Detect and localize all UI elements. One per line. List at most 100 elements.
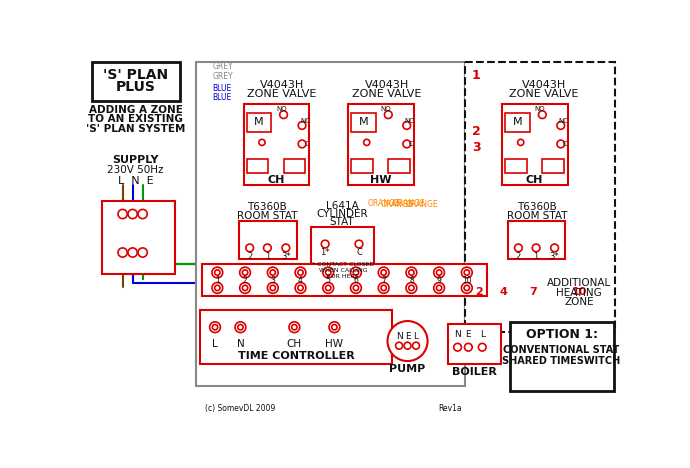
Bar <box>199 310 392 364</box>
Circle shape <box>355 240 363 248</box>
Text: T6360B: T6360B <box>517 202 557 212</box>
Text: ZONE VALVE: ZONE VALVE <box>352 89 422 99</box>
Circle shape <box>413 342 420 349</box>
Text: SUPPLY: SUPPLY <box>112 155 159 165</box>
Bar <box>284 159 305 173</box>
Circle shape <box>118 248 127 257</box>
Text: 2: 2 <box>243 276 248 285</box>
Bar <box>196 62 465 386</box>
Text: 2: 2 <box>516 252 521 261</box>
Text: BOILER: BOILER <box>452 367 497 377</box>
Circle shape <box>268 283 278 293</box>
Text: BLUE: BLUE <box>213 84 232 93</box>
Circle shape <box>538 111 546 118</box>
Circle shape <box>329 322 339 333</box>
Circle shape <box>434 267 444 278</box>
Bar <box>388 159 410 173</box>
Circle shape <box>268 267 278 278</box>
Text: ZONE: ZONE <box>564 297 594 307</box>
Text: E: E <box>405 332 411 341</box>
Circle shape <box>289 322 299 333</box>
Circle shape <box>406 283 417 293</box>
Text: ORANGE: ORANGE <box>393 199 425 208</box>
Text: BLUE: BLUE <box>213 93 232 102</box>
Text: 1: 1 <box>215 276 219 285</box>
Text: CH: CH <box>287 339 302 349</box>
Bar <box>246 113 271 132</box>
Bar <box>348 104 414 185</box>
Circle shape <box>462 267 472 278</box>
Circle shape <box>326 270 331 275</box>
Circle shape <box>557 122 564 129</box>
Text: V4043H: V4043H <box>364 80 409 90</box>
Text: 1: 1 <box>472 69 480 82</box>
Text: OPTION 1:: OPTION 1: <box>526 329 598 341</box>
Text: N: N <box>395 332 402 341</box>
Circle shape <box>298 270 303 275</box>
Text: TIME CONTROLLER: TIME CONTROLLER <box>237 351 354 361</box>
Circle shape <box>406 267 417 278</box>
Circle shape <box>270 270 275 275</box>
Text: L641A: L641A <box>326 201 358 211</box>
Circle shape <box>551 244 558 252</box>
Text: C: C <box>563 141 568 147</box>
Text: 1*: 1* <box>320 248 330 257</box>
Text: 1: 1 <box>265 252 270 261</box>
Text: 1: 1 <box>533 252 539 261</box>
Text: STAT: STAT <box>330 218 355 227</box>
Circle shape <box>395 342 402 349</box>
Text: PUMP: PUMP <box>389 364 426 374</box>
Circle shape <box>298 285 303 291</box>
Text: CH: CH <box>267 175 284 185</box>
Circle shape <box>403 122 411 129</box>
Text: GREY: GREY <box>213 72 233 80</box>
Text: ORANGE: ORANGE <box>368 199 401 208</box>
Text: 4: 4 <box>500 287 508 297</box>
Text: WHEN CALLING: WHEN CALLING <box>319 268 367 273</box>
Text: ORANGE: ORANGE <box>381 200 413 209</box>
Text: V4043H: V4043H <box>260 80 304 90</box>
Circle shape <box>215 285 220 291</box>
Text: CONVENTIONAL STAT: CONVENTIONAL STAT <box>504 345 620 355</box>
Bar <box>510 322 614 391</box>
Text: 3*: 3* <box>281 252 290 261</box>
Bar <box>246 159 268 173</box>
Text: GREY: GREY <box>213 62 233 72</box>
Circle shape <box>128 248 137 257</box>
Text: 3: 3 <box>472 140 480 154</box>
Text: ROOM STAT: ROOM STAT <box>506 211 567 220</box>
Text: 3*: 3* <box>550 252 560 261</box>
Circle shape <box>478 344 486 351</box>
Text: ROOM STAT: ROOM STAT <box>237 211 297 220</box>
Circle shape <box>138 248 147 257</box>
Text: 5: 5 <box>326 276 331 285</box>
Bar <box>244 104 309 185</box>
Text: (c) SomevDL 2009: (c) SomevDL 2009 <box>205 404 275 413</box>
Circle shape <box>364 139 370 146</box>
Text: NC: NC <box>300 118 310 124</box>
Circle shape <box>323 267 333 278</box>
Circle shape <box>404 342 411 349</box>
Circle shape <box>381 285 386 291</box>
Circle shape <box>378 283 389 293</box>
Text: 10: 10 <box>571 287 587 297</box>
Text: CYLINDER: CYLINDER <box>316 209 368 219</box>
Circle shape <box>212 283 223 293</box>
Text: 3: 3 <box>270 276 275 285</box>
Circle shape <box>246 244 253 252</box>
Text: CH: CH <box>526 175 543 185</box>
Circle shape <box>128 209 137 219</box>
Text: T6360B: T6360B <box>248 202 287 212</box>
Circle shape <box>464 344 472 351</box>
Bar <box>542 159 564 173</box>
Text: 2: 2 <box>472 125 480 138</box>
Text: 4: 4 <box>298 276 303 285</box>
Text: 2: 2 <box>247 252 253 261</box>
Circle shape <box>532 244 540 252</box>
Bar <box>351 113 376 132</box>
Text: ADDITIONAL: ADDITIONAL <box>547 278 611 288</box>
Bar <box>202 264 487 296</box>
Circle shape <box>298 140 306 148</box>
Bar <box>351 159 373 173</box>
Circle shape <box>436 285 442 291</box>
